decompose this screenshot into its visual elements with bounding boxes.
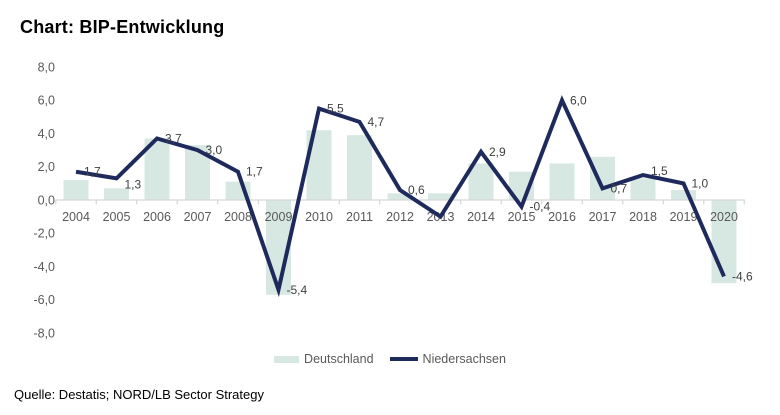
x-axis-label-2015: 2015 — [508, 210, 536, 224]
x-axis-label-2009: 2009 — [265, 210, 293, 224]
data-label-2016: 6,0 — [570, 93, 587, 107]
bar-series-swatch — [274, 355, 300, 363]
bar-2014 — [468, 163, 494, 200]
data-label-2008: 1,7 — [246, 165, 263, 179]
bar-2018 — [630, 178, 656, 200]
bar-2013 — [428, 193, 453, 200]
bar-2016 — [549, 163, 575, 200]
x-axis-label-2017: 2017 — [589, 210, 617, 224]
y-axis-label--2,0: -2,0 — [33, 227, 55, 241]
niedersachsen-line — [75, 95, 726, 298]
x-axis-label-2012: 2012 — [386, 210, 414, 224]
legend-label-deutschland: Deutschland — [304, 352, 374, 366]
y-axis-label-4,0: 4,0 — [38, 127, 55, 141]
data-label-2015: -0,4 — [530, 200, 551, 214]
x-axis-label-2020: 2020 — [710, 210, 738, 224]
x-axis-label-2014: 2014 — [467, 210, 495, 224]
y-axis-label-0,0: 0,0 — [38, 193, 55, 207]
x-axis-label-2008: 2008 — [224, 210, 252, 224]
x-axis-label-2007: 2007 — [184, 210, 212, 224]
x-axis-label-2005: 2005 — [103, 210, 131, 224]
bar-2011 — [347, 135, 372, 200]
bar-2004 — [63, 180, 89, 200]
y-axis-label-8,0: 8,0 — [38, 60, 55, 74]
x-axis-label-2011: 2011 — [346, 210, 373, 224]
y-axis-label--4,0: -4,0 — [33, 260, 55, 274]
bar-2020 — [711, 200, 737, 284]
bar-2019 — [671, 190, 696, 200]
source-note: Quelle: Destatis; NORD/LB Sector Strateg… — [14, 387, 264, 402]
y-axis-label--6,0: -6,0 — [33, 293, 55, 307]
y-axis-label-6,0: 6,0 — [38, 94, 55, 108]
x-axis-label-2004: 2004 — [62, 210, 90, 224]
y-axis-label--8,0: -8,0 — [33, 326, 55, 340]
legend-label-niedersachsen: Niedersachsen — [422, 352, 506, 366]
bar-2005 — [104, 188, 129, 200]
bar-2017 — [590, 156, 615, 200]
bip-chart-plot: 8,0 6,0 4,0 2,0 0,0 -2,0 -4,0 -6,0 -8,0 2004 2005 2… — [33, 60, 753, 340]
chart-title: Chart: BIP-Entwicklung — [20, 17, 225, 37]
x-axis-label-2019: 2019 — [670, 210, 698, 224]
x-axis-label-2006: 2006 — [143, 210, 171, 224]
x-axis-label-2016: 2016 — [548, 210, 576, 224]
chart-legend: Deutschland Niedersachsen — [0, 352, 780, 366]
data-label-2014: 2,9 — [489, 145, 506, 159]
data-label-2007: 3,0 — [206, 143, 223, 157]
data-label-2020: -4,6 — [732, 269, 753, 283]
data-label-2010: 5,5 — [327, 102, 344, 116]
data-label-2004: 1,7 — [84, 165, 101, 179]
data-label-2017: 0,7 — [611, 181, 628, 195]
data-label-2012: 0,6 — [408, 183, 425, 197]
data-label-2005: 1,3 — [125, 177, 142, 191]
line-series-swatch — [389, 357, 418, 361]
data-label-2011: 4,7 — [368, 115, 385, 129]
x-axis-label-2018: 2018 — [629, 210, 657, 224]
data-label-2006: 3,7 — [165, 131, 182, 145]
x-axis-label-2010: 2010 — [305, 210, 333, 224]
bar-2012 — [387, 193, 413, 200]
y-axis-label-2,0: 2,0 — [38, 160, 55, 174]
data-label-2018: 1,5 — [651, 164, 668, 178]
legend-item-niedersachsen: Niedersachsen — [389, 352, 506, 366]
data-label-2009: -5,4 — [287, 283, 308, 297]
data-label-2019: 1,0 — [692, 176, 709, 190]
legend-item-deutschland: Deutschland — [274, 352, 374, 366]
